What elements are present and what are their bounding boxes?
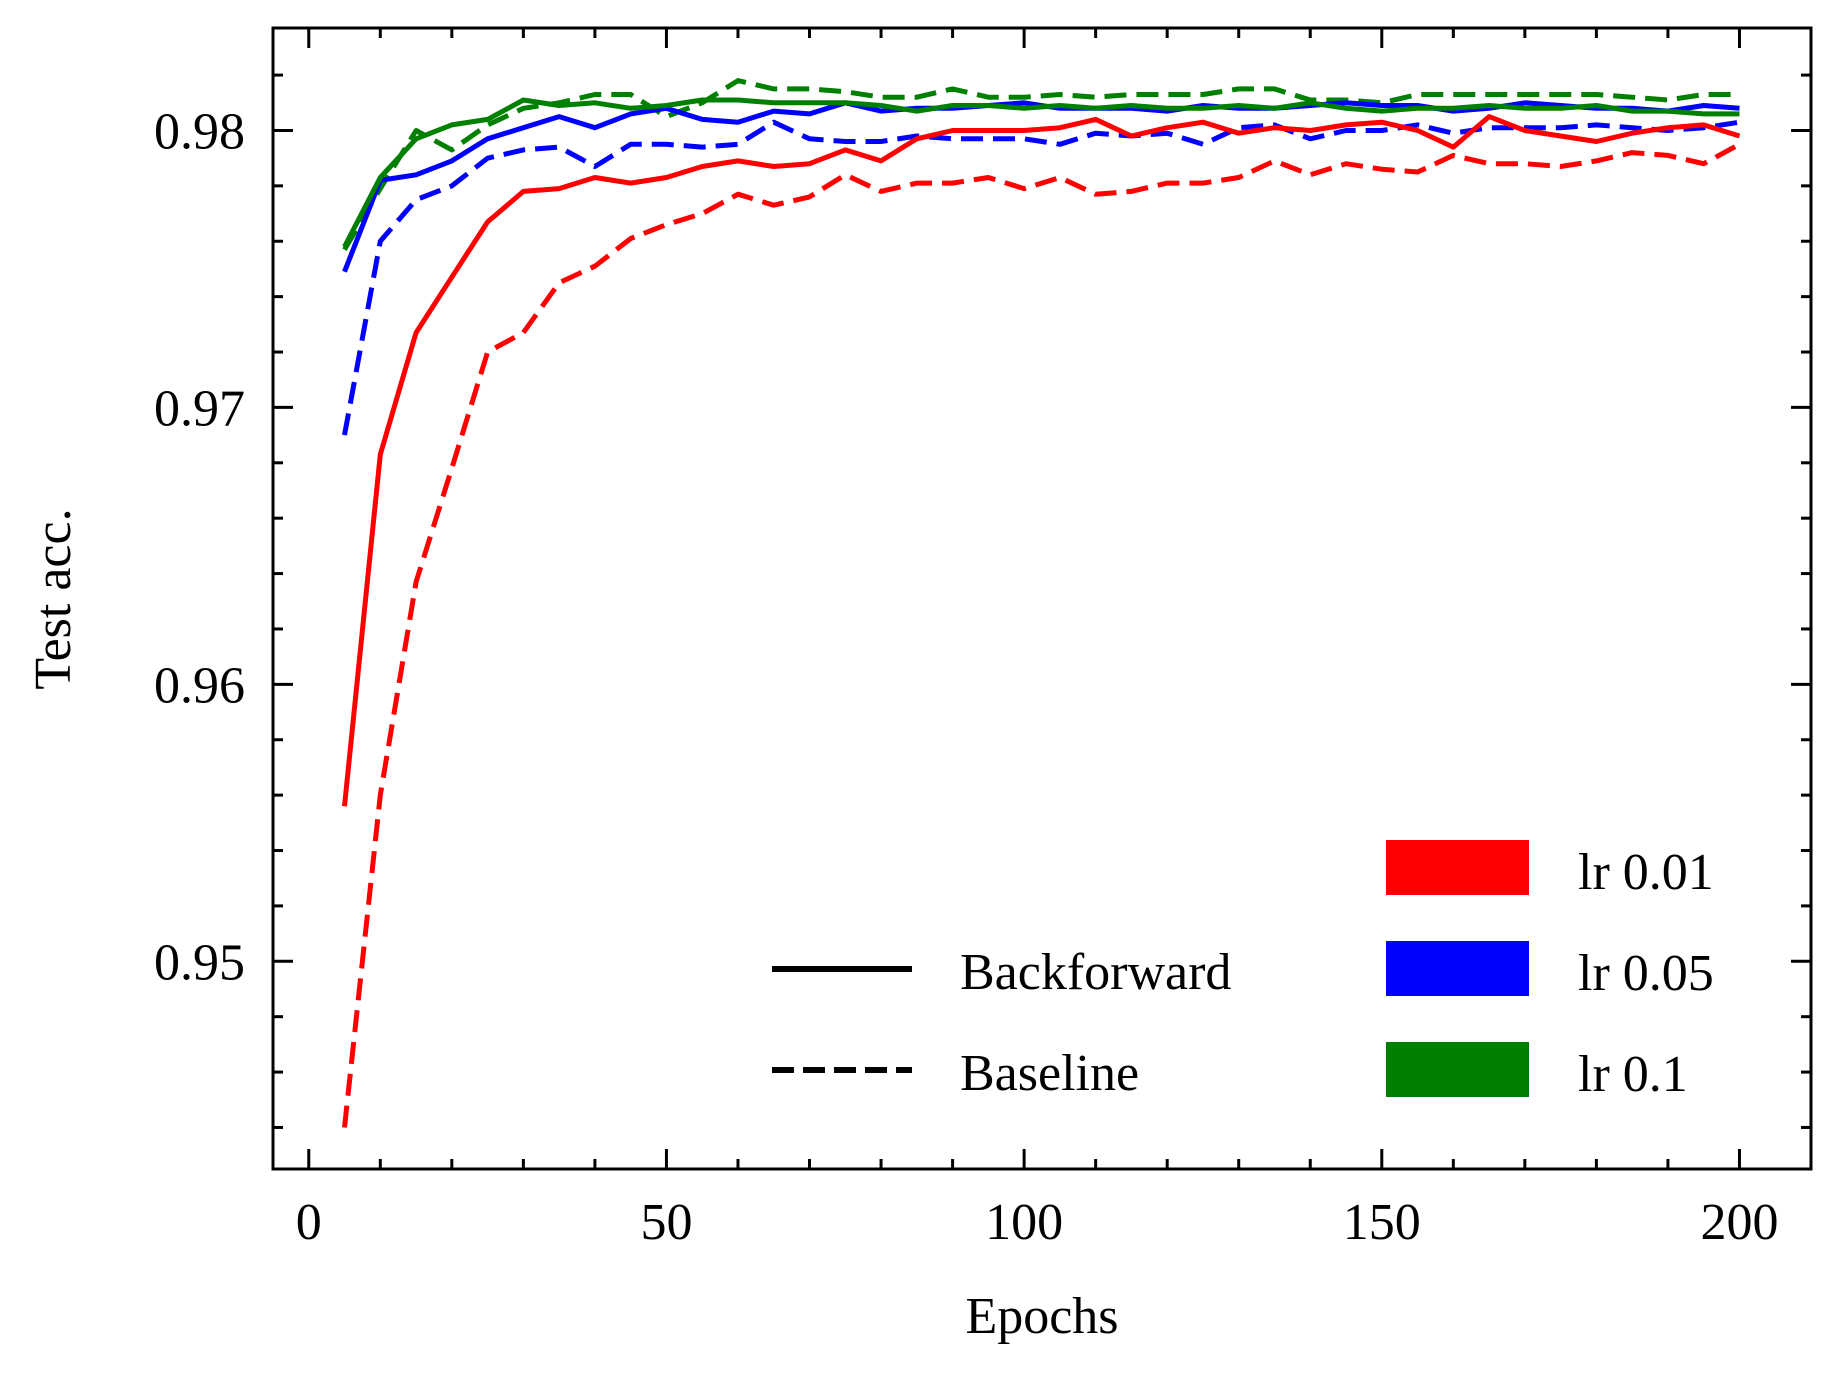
legend-label-lr-0-01: lr 0.01 bbox=[1578, 844, 1714, 901]
x-tick-label: 50 bbox=[640, 1194, 692, 1251]
series-line-lr-0-05-baseline bbox=[342, 119, 1740, 436]
legend-swatch-lr-0-1 bbox=[1386, 1042, 1529, 1097]
legend-label-baseline: Baseline bbox=[960, 1045, 1139, 1102]
series-line-lr-0-01-backforward bbox=[342, 114, 1741, 807]
x-tick-label: 150 bbox=[1343, 1194, 1421, 1251]
legend-label-lr-0-05: lr 0.05 bbox=[1578, 945, 1714, 1002]
legend: Backforward Baseline lr 0.01 lr 0.05 lr … bbox=[772, 840, 1714, 1103]
legend-swatch-lr-0-05 bbox=[1386, 941, 1529, 996]
plot-frame bbox=[271, 26, 1813, 1171]
series-line-lr-0-1-backforward bbox=[342, 97, 1740, 248]
y-tick-label: 0.98 bbox=[154, 103, 245, 160]
y-tick-label: 0.96 bbox=[154, 657, 245, 714]
ticks-layer bbox=[273, 28, 1811, 1169]
x-axis-label: Epochs bbox=[965, 1288, 1118, 1345]
x-tick-label: 200 bbox=[1700, 1194, 1778, 1251]
y-axis-label: Test acc. bbox=[25, 508, 82, 689]
series-line-lr-0-1-baseline bbox=[342, 78, 1740, 251]
tick-labels-layer: 0 50 100 150 200 0.95 0.96 0.97 0.98 bbox=[154, 103, 1778, 1251]
x-tick-label: 0 bbox=[296, 1194, 322, 1251]
series-layer bbox=[342, 78, 1741, 1128]
x-tick-label: 100 bbox=[985, 1194, 1063, 1251]
series-line-lr-0-01-baseline bbox=[342, 142, 1741, 1128]
legend-label-lr-0-1: lr 0.1 bbox=[1578, 1046, 1688, 1103]
legend-label-backforward: Backforward bbox=[960, 944, 1231, 1001]
y-tick-label: 0.97 bbox=[154, 380, 245, 437]
legend-swatch-lr-0-01 bbox=[1386, 840, 1529, 895]
y-tick-label: 0.95 bbox=[154, 934, 245, 991]
